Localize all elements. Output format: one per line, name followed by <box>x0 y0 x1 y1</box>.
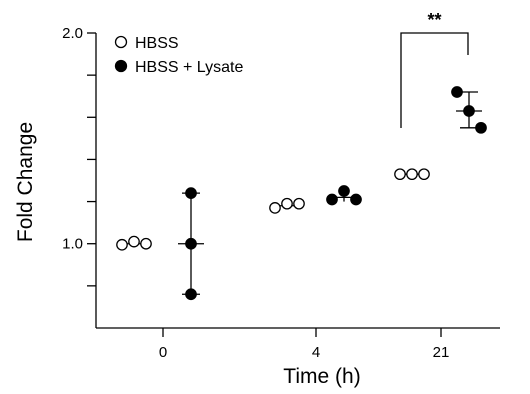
x-tick-label: 4 <box>312 344 320 361</box>
data-point-open <box>293 197 305 210</box>
data-point-filled <box>451 86 463 98</box>
data-point-open <box>281 197 293 210</box>
data-point-open <box>128 235 140 248</box>
data-marks <box>116 86 487 301</box>
data-point-open <box>140 237 152 250</box>
significance-bracket <box>400 32 469 128</box>
data-point-filled <box>326 193 338 206</box>
x-tick-label: 21 <box>433 344 450 361</box>
x-axis-label: Time (h) <box>283 365 360 388</box>
data-point-open <box>116 238 128 251</box>
data-point-open <box>394 168 406 181</box>
data-point-filled <box>350 193 362 206</box>
data-point-filled <box>185 288 197 301</box>
data-point-filled <box>338 185 350 197</box>
y-tick-label: 1.0 <box>62 236 83 253</box>
data-point-open <box>269 202 281 214</box>
data-point-filled <box>185 237 197 250</box>
axes: 1.0 2.0 0 4 21 <box>62 25 500 361</box>
data-point-filled <box>463 105 475 117</box>
data-point-filled <box>185 187 197 199</box>
x-tick-label: 0 <box>159 344 167 361</box>
significance-label: ** <box>427 10 441 30</box>
y-tick-label: 2.0 <box>62 25 83 42</box>
y-axis-label: Fold Change <box>14 122 37 242</box>
data-point-open <box>418 168 430 181</box>
legend: HBSS HBSS + Lysate <box>114 35 243 76</box>
legend-marker <box>114 35 128 49</box>
legend-label: HBSS <box>135 35 179 52</box>
data-point-open <box>406 168 418 181</box>
legend-label: HBSS + Lysate <box>135 59 243 76</box>
data-point-filled <box>475 121 487 134</box>
annotations: ** <box>400 10 469 128</box>
legend-marker <box>114 59 128 73</box>
